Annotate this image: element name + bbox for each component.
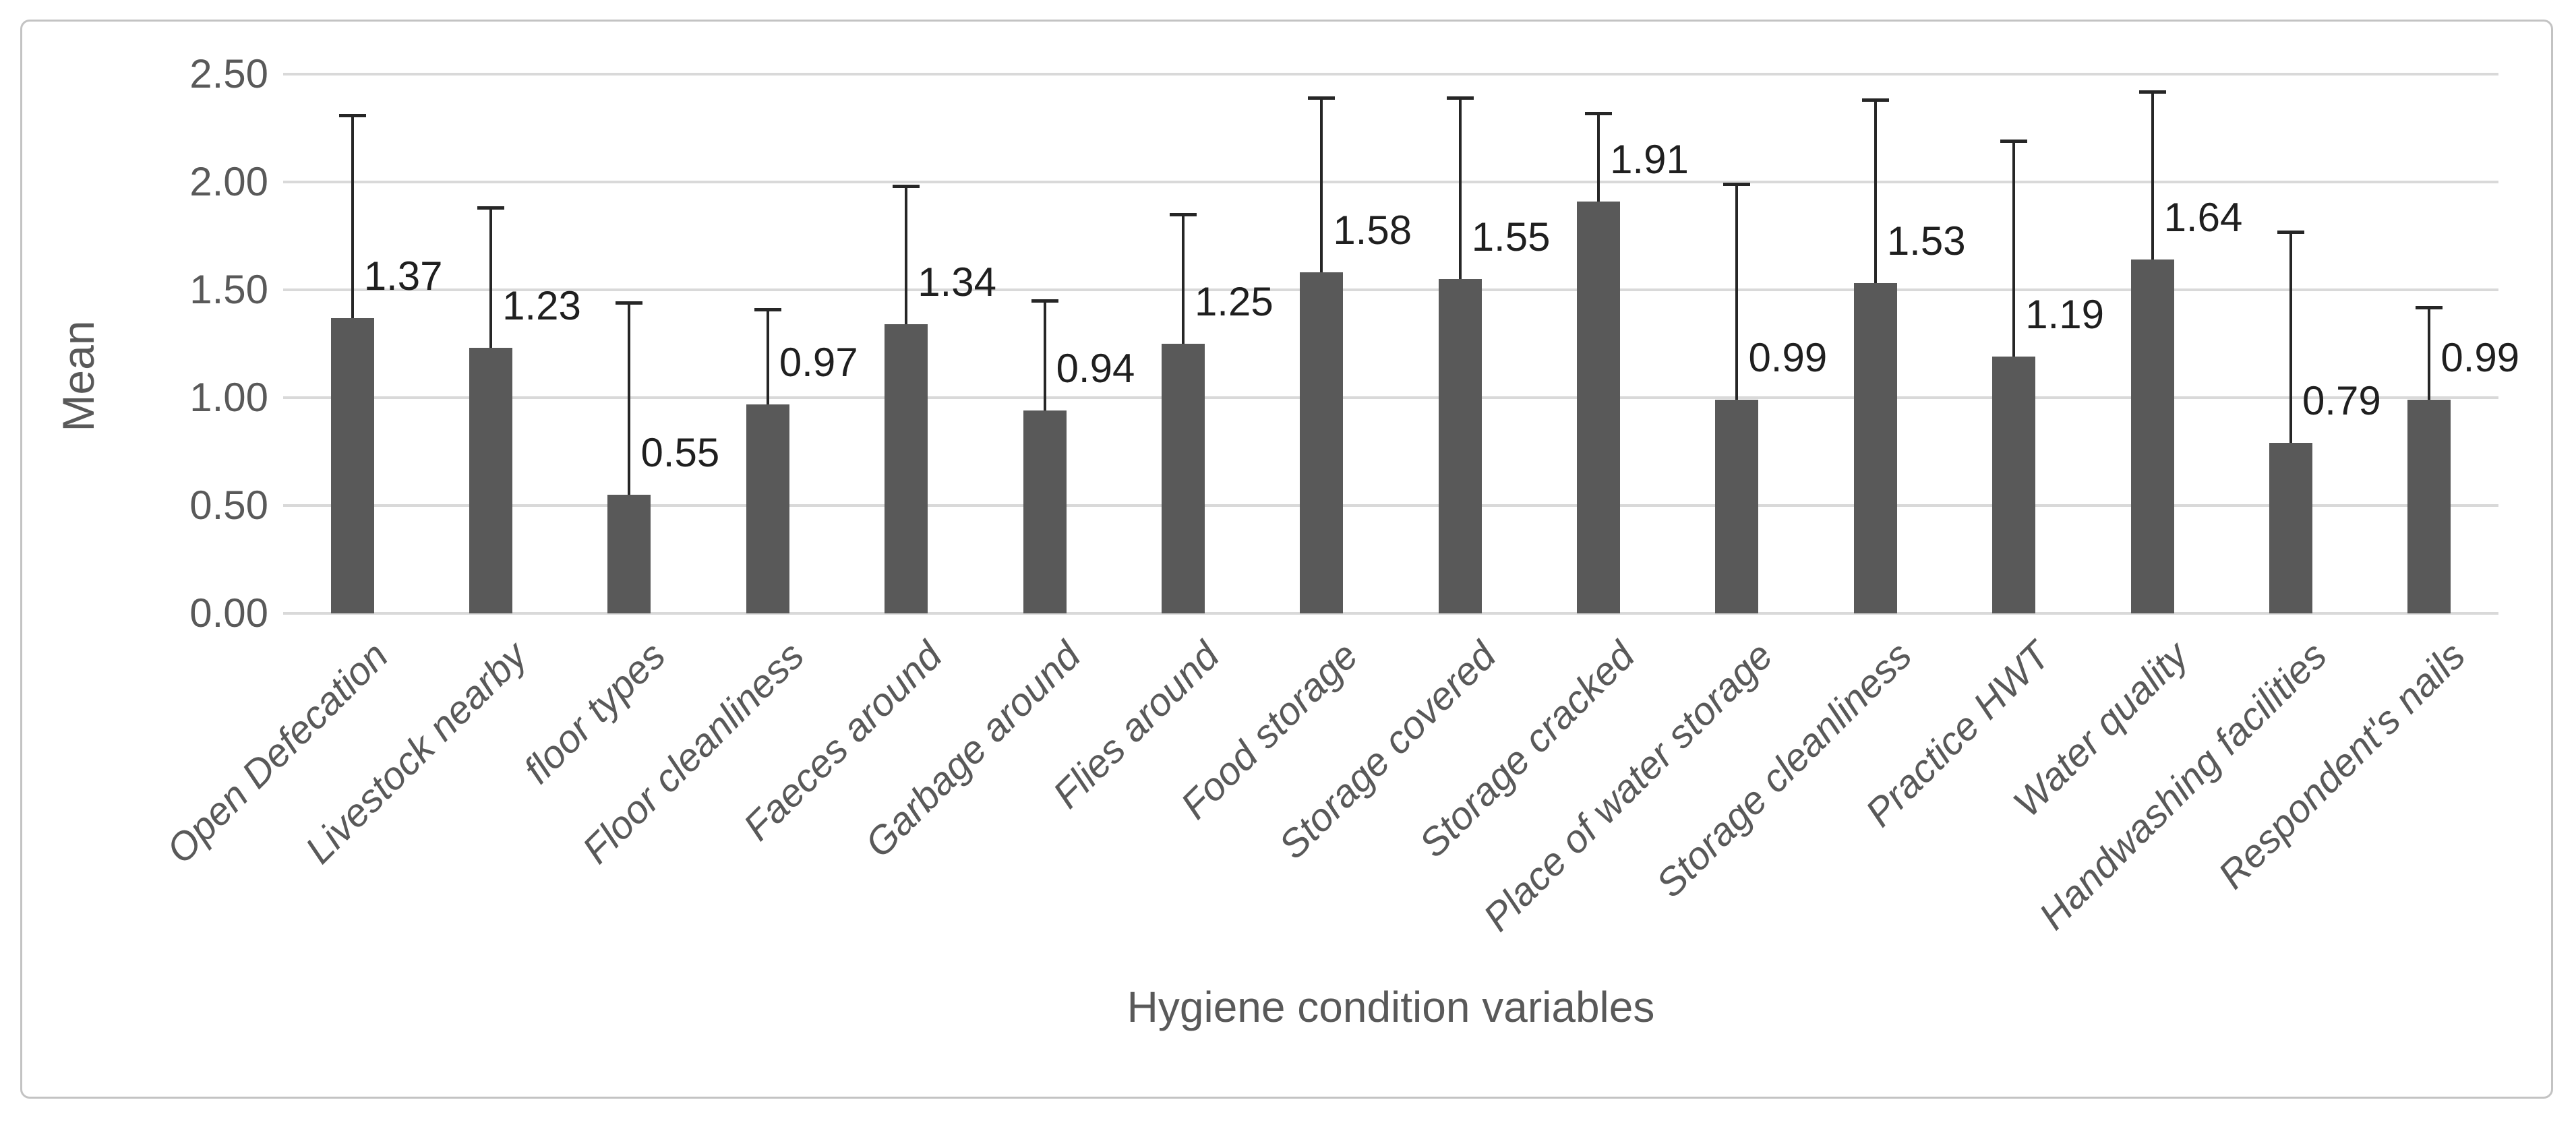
error-bar: [1874, 100, 1877, 284]
error-bar-cap: [2416, 305, 2443, 309]
category-label: Storage cleanliness: [1647, 634, 1920, 906]
y-tick-label: 1.00: [189, 375, 268, 420]
error-bar: [1735, 184, 1739, 400]
gridline: [283, 288, 2498, 291]
gridline: [283, 73, 2498, 75]
bar: [746, 404, 789, 613]
bar: [1438, 279, 1482, 613]
error-bar-cap: [893, 185, 920, 189]
data-label: 1.34: [918, 260, 996, 305]
error-bar: [2012, 141, 2016, 357]
error-bar-cap: [1446, 96, 1474, 100]
error-bar: [2289, 231, 2292, 444]
bar: [2269, 443, 2312, 613]
error-bar: [1597, 113, 1600, 202]
bar: [1023, 410, 1067, 613]
error-bar: [2151, 91, 2154, 260]
data-label: 1.19: [2025, 292, 2104, 338]
data-label: 1.64: [2163, 195, 2243, 241]
error-bar-cap: [1308, 96, 1336, 100]
y-tick-label: 2.50: [189, 51, 268, 96]
error-bar: [351, 115, 354, 318]
error-bar-cap: [477, 206, 505, 210]
bar: [2407, 400, 2451, 613]
error-bar: [489, 208, 493, 348]
bar: [330, 317, 374, 613]
bar: [1992, 357, 2036, 613]
gridline: [283, 396, 2498, 399]
data-label: 0.55: [640, 430, 720, 475]
bar: [885, 324, 928, 613]
error-bar-cap: [338, 113, 366, 117]
data-label: 1.55: [1471, 214, 1551, 260]
bar: [469, 348, 513, 613]
error-bar-cap: [754, 307, 781, 311]
error-bar-cap: [2138, 90, 2166, 94]
error-bar: [1320, 98, 1323, 273]
data-label: 1.53: [1886, 218, 1966, 264]
error-bar-cap: [1169, 213, 1197, 216]
data-label: 0.94: [1056, 346, 1135, 392]
error-bar-cap: [1031, 299, 1058, 303]
error-bar: [628, 303, 631, 495]
y-tick-label: 1.50: [189, 267, 268, 312]
bar: [1300, 272, 1344, 613]
gridline: [283, 504, 2498, 507]
gridline: [283, 181, 2498, 183]
bar: [2130, 260, 2174, 613]
error-bar: [2428, 307, 2431, 400]
gridline: [283, 612, 2498, 615]
data-label: 1.25: [1194, 279, 1274, 324]
data-label: 0.99: [1748, 335, 1828, 381]
error-bar-cap: [1861, 98, 1889, 102]
category-label: Respondent's nails: [2210, 634, 2474, 898]
y-tick-label: 0.50: [189, 483, 268, 528]
x-axis-title: Hygiene condition variables: [1127, 983, 1655, 1031]
data-label: 1.23: [502, 283, 581, 329]
data-label: 0.97: [779, 339, 858, 385]
bar: [1161, 344, 1205, 613]
y-tick-label: 0.00: [189, 590, 268, 636]
data-label: 0.99: [2440, 335, 2520, 381]
error-bar-cap: [1723, 183, 1751, 187]
error-bar: [1043, 301, 1046, 411]
error-bar-cap: [2000, 140, 2028, 144]
error-bar: [1181, 214, 1185, 344]
data-label: 1.91: [1610, 136, 1689, 182]
error-bar: [766, 309, 769, 404]
error-bar-cap: [2277, 230, 2304, 234]
bar: [1715, 400, 1759, 613]
data-label: 1.58: [1333, 208, 1412, 253]
error-bar: [905, 186, 908, 325]
y-tick-label: 2.00: [189, 159, 268, 204]
bar: [1853, 283, 1897, 613]
bar: [1577, 201, 1621, 613]
data-label: 0.79: [2302, 378, 2381, 424]
bar: [607, 495, 651, 613]
error-bar: [1458, 98, 1462, 279]
y-axis-title: Mean: [53, 320, 103, 432]
error-bar-cap: [616, 301, 643, 305]
data-label: 1.37: [363, 253, 443, 299]
error-bar-cap: [1585, 111, 1613, 115]
